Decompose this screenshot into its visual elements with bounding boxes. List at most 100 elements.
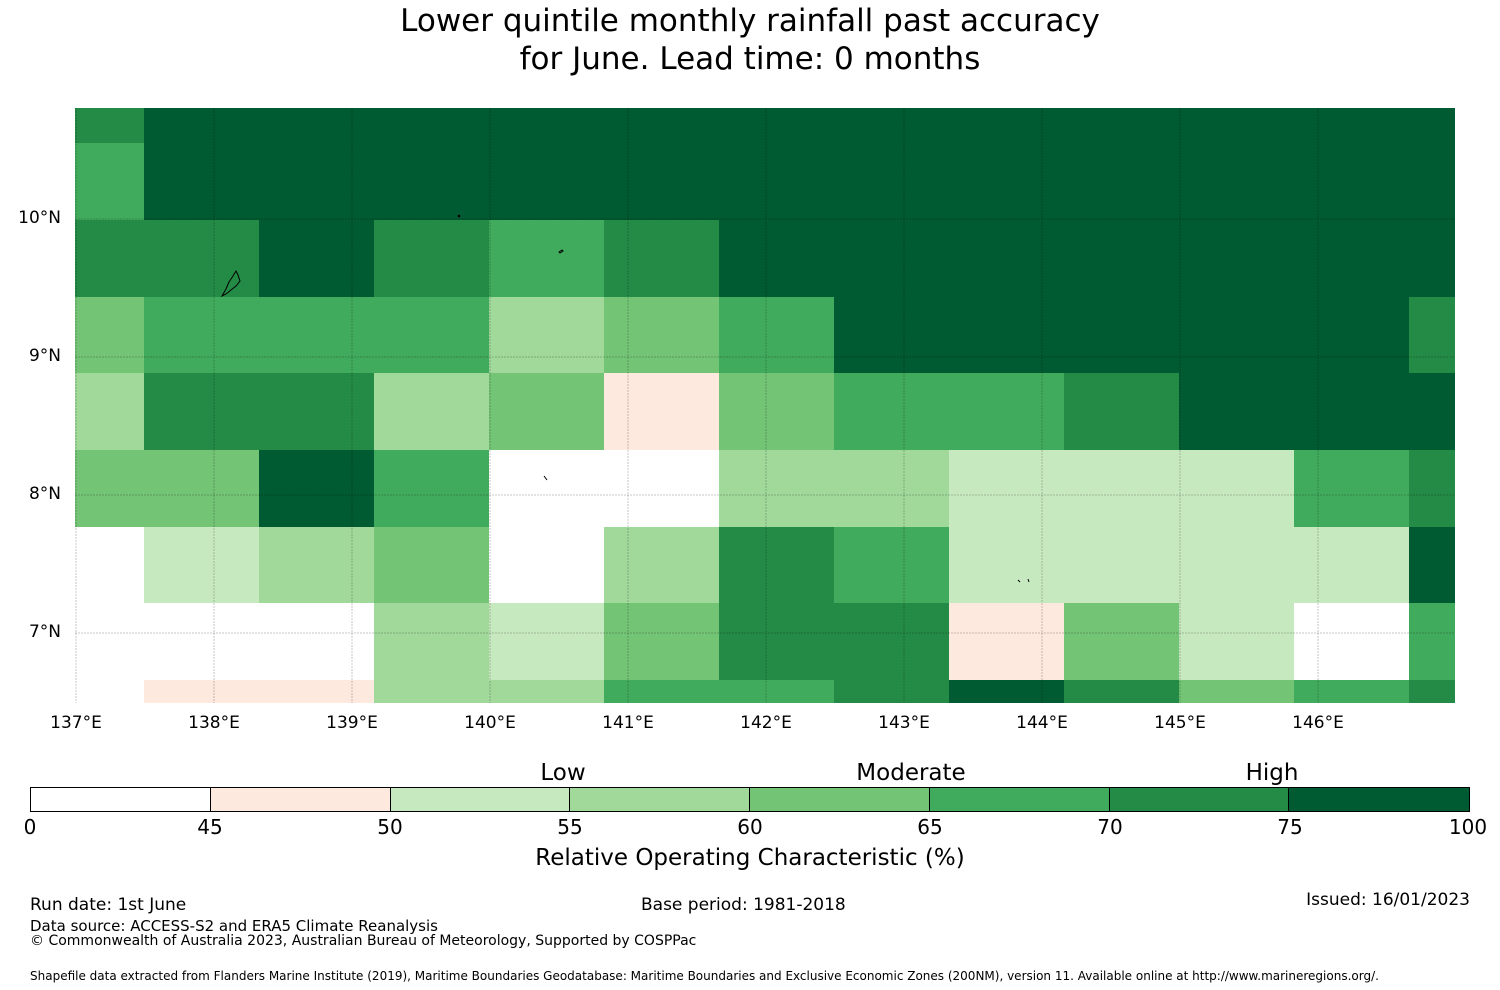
grid-cell xyxy=(949,680,1064,703)
grid-cell xyxy=(259,680,374,703)
grid-cell xyxy=(834,603,949,680)
island-ngulu xyxy=(558,249,564,254)
grid-cell xyxy=(1409,450,1455,527)
category-label-low: Low xyxy=(540,760,586,786)
grid-cell xyxy=(949,108,1064,143)
grid-cell xyxy=(719,143,834,220)
grid-cell xyxy=(489,603,604,680)
title-line-1: Lower quintile monthly rainfall past acc… xyxy=(400,3,1100,39)
lon-label-143e: 143°E xyxy=(878,713,930,733)
grid-cell xyxy=(1409,220,1455,297)
grid-cell xyxy=(374,297,489,373)
grid-cell xyxy=(489,373,604,450)
colorbar-segment-70-75 xyxy=(1109,788,1290,811)
grid-cell xyxy=(374,373,489,450)
grid-cell xyxy=(75,680,144,703)
grid-cell xyxy=(719,108,834,143)
grid-cell xyxy=(949,143,1064,220)
grid-cell xyxy=(1294,143,1409,220)
island-small-a xyxy=(1017,579,1021,583)
grid-cell xyxy=(374,450,489,527)
grid-cell xyxy=(949,527,1064,603)
grid-cell xyxy=(604,603,719,680)
colorbar-tick-60: 60 xyxy=(737,815,763,839)
lon-label-146e: 146°E xyxy=(1292,713,1344,733)
grid-cell xyxy=(949,220,1064,297)
lon-label-142e: 142°E xyxy=(740,713,792,733)
grid-cell xyxy=(259,108,374,143)
grid-cell xyxy=(144,297,259,373)
grid-cell xyxy=(1409,143,1455,220)
lon-label-145e: 145°E xyxy=(1154,713,1206,733)
grid-cell xyxy=(1179,603,1294,680)
lon-label-139e: 139°E xyxy=(326,713,378,733)
island-dot xyxy=(457,214,461,218)
grid-cell xyxy=(949,603,1064,680)
grid-cell xyxy=(834,143,949,220)
grid-cell xyxy=(719,527,834,603)
grid-cell xyxy=(144,680,259,703)
island-yap xyxy=(220,269,241,298)
grid-cell xyxy=(144,108,259,143)
island-outlines xyxy=(220,214,1030,583)
colorbar-tick-65: 65 xyxy=(917,815,943,839)
grid-cell xyxy=(1179,220,1294,297)
map-grid-cells xyxy=(75,108,1455,703)
colorbar-tick-55: 55 xyxy=(557,815,583,839)
category-label-high: High xyxy=(1245,760,1299,786)
grid-cell xyxy=(1179,297,1294,373)
shapefile-credit: Shapefile data extracted from Flanders M… xyxy=(30,969,1379,983)
grid-cell xyxy=(1294,527,1409,603)
grid-cell xyxy=(75,527,144,603)
grid-cell xyxy=(604,527,719,603)
grid-cell xyxy=(75,450,144,527)
grid-cell xyxy=(1294,680,1409,703)
grid-cell xyxy=(1409,680,1455,703)
grid-cell xyxy=(1179,680,1294,703)
grid-cell xyxy=(834,373,949,450)
island-small-b xyxy=(1027,578,1030,583)
grid-cell xyxy=(834,297,949,373)
grid-cell xyxy=(259,143,374,220)
grid-cell xyxy=(144,373,259,450)
grid-cell xyxy=(604,220,719,297)
map-graticule xyxy=(75,108,1455,703)
grid-cell xyxy=(719,680,834,703)
lon-label-140e: 140°E xyxy=(464,713,516,733)
data-source: Data source: ACCESS-S2 and ERA5 Climate … xyxy=(30,917,438,935)
colorbar-segment-60-65 xyxy=(750,788,930,811)
grid-cell xyxy=(489,143,604,220)
grid-cell xyxy=(604,108,719,143)
grid-cell xyxy=(1064,527,1179,603)
grid-cell xyxy=(1179,527,1294,603)
grid-cell xyxy=(834,527,949,603)
grid-cell xyxy=(144,143,259,220)
grid-cell xyxy=(144,220,259,297)
lon-label-144e: 144°E xyxy=(1016,713,1068,733)
lat-label-9n: 9°N xyxy=(28,346,61,366)
grid-cell xyxy=(144,527,259,603)
grid-cell xyxy=(75,373,144,450)
title-line-2: for June. Lead time: 0 months xyxy=(519,41,981,77)
colorbar-segment-75-100 xyxy=(1289,788,1469,811)
grid-cell xyxy=(1409,527,1455,603)
map-title: Lower quintile monthly rainfall past acc… xyxy=(0,2,1500,78)
grid-cell xyxy=(834,450,949,527)
grid-cell xyxy=(1294,297,1409,373)
grid-cell xyxy=(374,108,489,143)
grid-cell xyxy=(1409,373,1455,450)
lon-label-138e: 138°E xyxy=(188,713,240,733)
grid-cell xyxy=(75,220,144,297)
colorbar-segment-50-55 xyxy=(390,788,571,811)
grid-cell xyxy=(1064,603,1179,680)
grid-cell xyxy=(489,220,604,297)
grid-cell xyxy=(144,603,259,680)
grid-cell xyxy=(719,373,834,450)
colorbar-segment-55-60 xyxy=(570,788,750,811)
colorbar-segment-45-50 xyxy=(210,788,391,811)
grid-cell xyxy=(949,450,1064,527)
grid-cell xyxy=(374,143,489,220)
grid-cell xyxy=(1179,108,1294,143)
grid-cell xyxy=(259,450,374,527)
grid-cell xyxy=(604,680,719,703)
